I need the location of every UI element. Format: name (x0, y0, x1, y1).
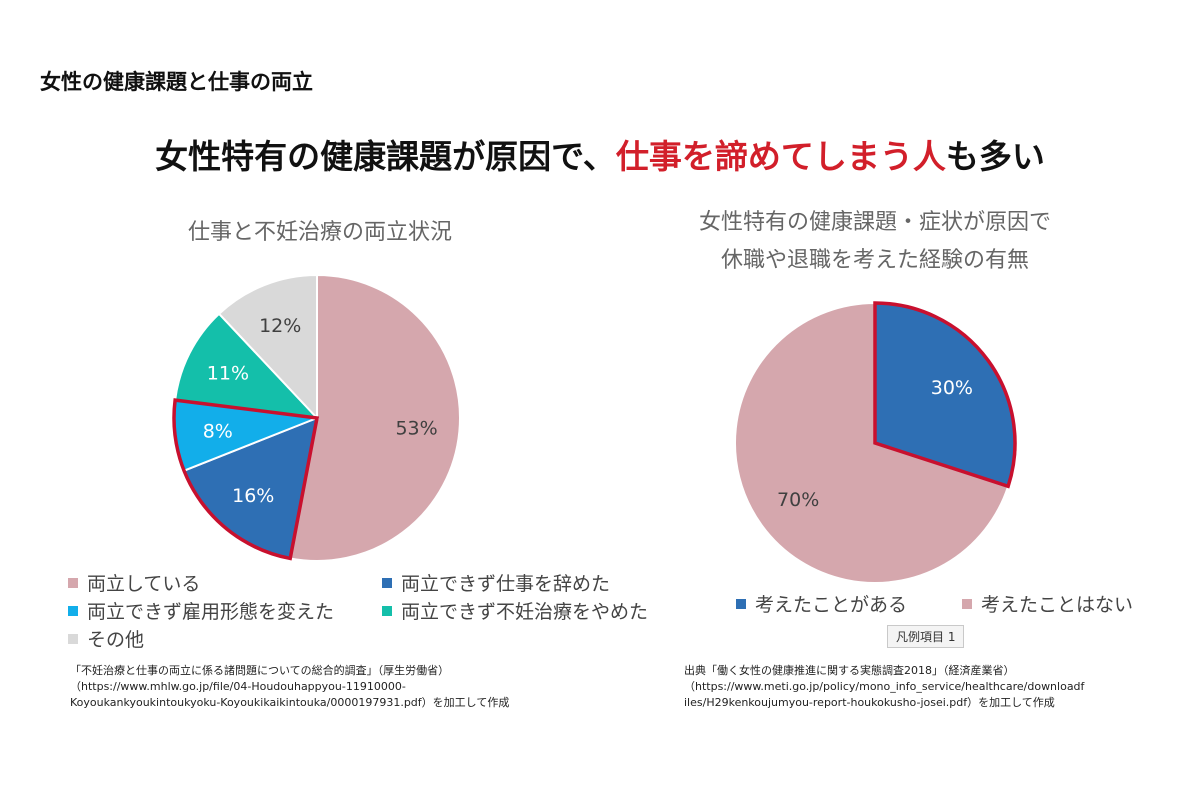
page-title: 女性の健康課題と仕事の両立 (40, 70, 313, 94)
legend-label: その他 (87, 629, 145, 651)
slice-label: 8% (203, 421, 233, 443)
pie-slice (217, 273, 318, 421)
left-chart-title: 仕事と不妊治療の両立状況 (187, 220, 452, 245)
legend-item: 両立している (68, 569, 200, 596)
legend-item: 両立できず雇用形態を変えた (68, 597, 334, 624)
right-source: 出典「働く女性の健康推進に関する実態調査2018」（経済産業省） （https:… (684, 663, 1084, 711)
right-pie-chart: 30% 70% (734, 301, 1017, 584)
right-chart-title-line: 休職や退職を考えた経験の有無 (720, 248, 1029, 273)
highlight-outline (873, 301, 1017, 489)
legend-label: 両立している (87, 573, 201, 595)
legend-swatch (962, 598, 972, 609)
legend-swatch (68, 633, 78, 644)
slice-label: 70% (777, 489, 819, 511)
slice-label: 16% (232, 485, 274, 507)
slice-label: 53% (395, 417, 437, 439)
left-source-line: （https://www.mhlw.go.jp/file/04-Houdouha… (70, 680, 406, 693)
legend-item: 両立できず不妊治療をやめた (382, 597, 648, 624)
pie-slice (174, 312, 320, 420)
right-source-line: （https://www.meti.go.jp/policy/mono_info… (684, 680, 1085, 693)
legend-swatch (68, 605, 78, 616)
legend-label: 考えたことはない (981, 594, 1134, 616)
legend-item: 考えたことはない (962, 590, 1133, 617)
highlight-outline (172, 398, 320, 561)
legend-swatch (382, 605, 392, 616)
legend-swatch (68, 577, 78, 588)
right-source-line: 出典「働く女性の健康推進に関する実態調査2018」（経済産業省） (684, 664, 1015, 677)
headline-part2: も多い (945, 137, 1045, 176)
legend-swatch (382, 577, 392, 588)
slice-label: 12% (259, 315, 301, 337)
legend-label: 両立できず雇用形態を変えた (87, 601, 335, 623)
legend-swatch (736, 598, 746, 609)
right-source-line: iles/H29kenkoujumyou-report-houkokusho-j… (684, 696, 1055, 709)
legend-label: 考えたことがある (755, 594, 908, 616)
headline-accent: 仕事を諦めてしまう人 (615, 137, 946, 176)
left-pie-chart: 53% 16% 8% 11% 12% (172, 273, 461, 562)
pie-slice (734, 301, 1010, 584)
pie-slice (289, 273, 461, 562)
legend-label: 両立できず不妊治療をやめた (401, 601, 649, 623)
headline-part1: 女性特有の健康課題が原因で、 (155, 137, 616, 176)
legend-item: 両立できず仕事を辞めた (382, 569, 610, 596)
right-chart-title-line: 女性特有の健康課題・症状が原因で (698, 210, 1051, 235)
legend-tag: 凡例項目 1 (887, 625, 965, 648)
left-source: 「不妊治療と仕事の両立に係る諸問題についての総合的調査」（厚生労働省） （htt… (70, 663, 509, 711)
legend-label: 両立できず仕事を辞めた (401, 573, 611, 595)
left-source-line: Koyoukankyoukintoukyoku-Koyoukikaikintou… (70, 696, 510, 709)
left-source-line: 「不妊治療と仕事の両立に係る諸問題についての総合的調査」（厚生労働省） (70, 664, 450, 677)
slice-label: 30% (931, 377, 973, 399)
headline: 女性特有の健康課題が原因で、仕事を諦めてしまう人も多い (0, 130, 1200, 178)
legend-item: 考えたことがある (736, 590, 907, 617)
slice-label: 11% (207, 363, 249, 385)
legend-item: その他 (68, 625, 144, 652)
right-chart-title: 女性特有の健康課題・症状が原因で 休職や退職を考えた経験の有無 (660, 204, 1090, 280)
